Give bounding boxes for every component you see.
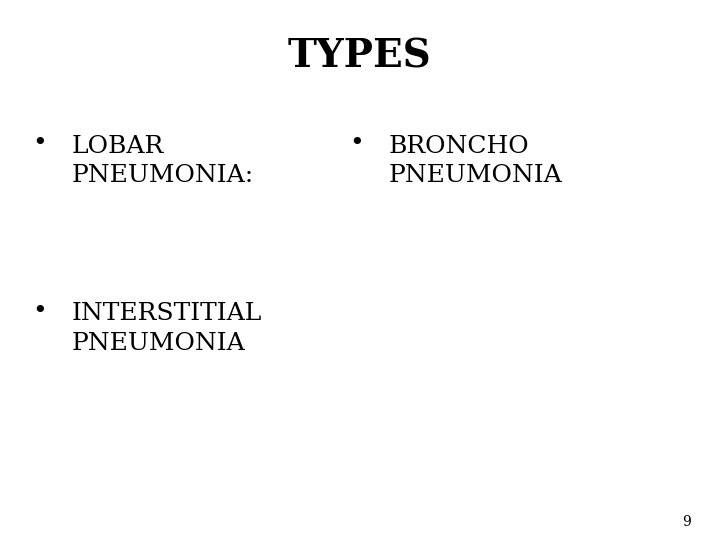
Text: TYPES: TYPES bbox=[288, 38, 432, 76]
Text: •: • bbox=[349, 132, 364, 156]
Text: •: • bbox=[32, 132, 47, 156]
Text: INTERSTITIAL
PNEUMONIA: INTERSTITIAL PNEUMONIA bbox=[72, 302, 262, 355]
Text: BRONCHO
PNEUMONIA: BRONCHO PNEUMONIA bbox=[389, 135, 562, 187]
Text: 9: 9 bbox=[683, 515, 691, 529]
Text: •: • bbox=[32, 300, 47, 323]
Text: LOBAR
PNEUMONIA:: LOBAR PNEUMONIA: bbox=[72, 135, 254, 187]
